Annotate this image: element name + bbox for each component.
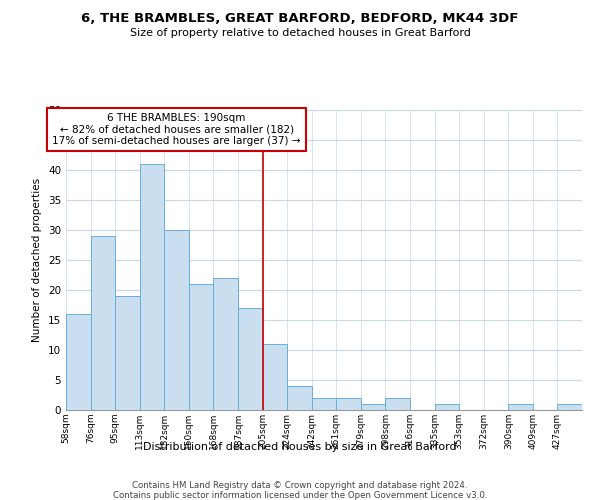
Bar bbox=[115, 296, 140, 410]
Bar bbox=[263, 344, 287, 410]
Text: 6 THE BRAMBLES: 190sqm
← 82% of detached houses are smaller (182)
17% of semi-de: 6 THE BRAMBLES: 190sqm ← 82% of detached… bbox=[52, 113, 301, 146]
Bar bbox=[91, 236, 115, 410]
Bar bbox=[189, 284, 214, 410]
Text: Distribution of detached houses by size in Great Barford: Distribution of detached houses by size … bbox=[143, 442, 457, 452]
Bar bbox=[164, 230, 189, 410]
Text: Contains HM Land Registry data © Crown copyright and database right 2024.: Contains HM Land Registry data © Crown c… bbox=[132, 481, 468, 490]
Bar bbox=[287, 386, 312, 410]
Bar bbox=[214, 278, 238, 410]
Bar bbox=[385, 398, 410, 410]
Y-axis label: Number of detached properties: Number of detached properties bbox=[32, 178, 43, 342]
Bar bbox=[361, 404, 385, 410]
Bar bbox=[434, 404, 459, 410]
Bar bbox=[238, 308, 263, 410]
Bar bbox=[508, 404, 533, 410]
Bar bbox=[336, 398, 361, 410]
Text: Contains public sector information licensed under the Open Government Licence v3: Contains public sector information licen… bbox=[113, 491, 487, 500]
Text: Size of property relative to detached houses in Great Barford: Size of property relative to detached ho… bbox=[130, 28, 470, 38]
Bar bbox=[312, 398, 336, 410]
Bar bbox=[66, 314, 91, 410]
Text: 6, THE BRAMBLES, GREAT BARFORD, BEDFORD, MK44 3DF: 6, THE BRAMBLES, GREAT BARFORD, BEDFORD,… bbox=[82, 12, 518, 26]
Bar bbox=[140, 164, 164, 410]
Bar bbox=[557, 404, 582, 410]
